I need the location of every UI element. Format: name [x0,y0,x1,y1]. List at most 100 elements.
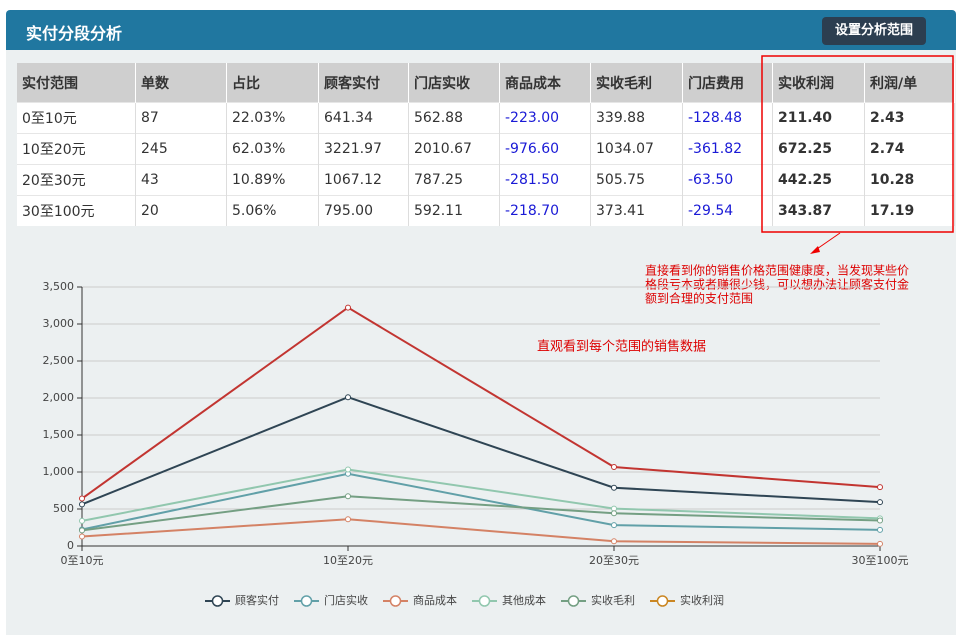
point [345,466,351,473]
table-cell: 22.03% [226,102,319,134]
point [877,540,883,547]
table-cell: -128.48 [682,102,773,134]
table-cell: -218.70 [499,195,591,226]
series-line [81,396,881,506]
legend-label: 实收毛利 [591,593,635,607]
table-cell: 87 [135,102,227,134]
y-tick-label: 3,000 [43,317,75,330]
column-header: 门店实收 [408,63,500,103]
y-tick-label: 2,000 [43,391,75,404]
column-header: 商品成本 [499,63,591,103]
table-cell: 10至20元 [17,133,136,165]
point [79,495,85,502]
table-cell: 5.06% [226,195,319,226]
table-row: 30至100元 20 5.06% 795.00 592.11 -218.70 373.41-… [17,195,955,226]
x-tick-label: 20至30元 [589,554,639,567]
legend-symbol [211,595,224,607]
column-header: 门店费用 [682,63,773,103]
table-row: 20至30元 43 10.89% 1067.12 787.25 -281.50 505.75… [17,164,955,196]
table-cell: 62.03% [226,133,319,165]
table-cell: 20 [135,195,227,226]
header-bar: 实付分段分析 设置分析范围 [6,10,956,50]
table-cell: -63.50 [682,164,773,196]
point [877,499,883,506]
table-cell: 373.41 [590,195,683,226]
table-cell: 672.25 [772,133,865,165]
table-cell: 795.00 [318,195,409,226]
note-text: 直接看到你的销售价格范围健康度，当发现某些价 [645,263,909,278]
column-header: 实付范围 [17,63,136,103]
table-cell: 592.11 [408,195,500,226]
table-cell: 562.88 [408,102,500,134]
y-tick-label: 1,500 [43,428,75,441]
column-header: 单数 [135,63,227,103]
point [79,501,85,508]
table-cell: 211.40 [772,102,865,134]
x-tick-label: 10至20元 [323,554,373,567]
y-tick-label: 0 [67,539,74,552]
table-cell: 10.28 [864,164,955,196]
table-cell: 245 [135,133,227,165]
point [79,533,85,540]
y-tick-label: 2,500 [43,354,75,367]
table-cell: 1034.07 [590,133,683,165]
column-header: 实收毛利 [590,63,683,103]
point [877,526,883,533]
series-line [81,472,881,531]
table-cell: 343.87 [772,195,865,226]
point [611,464,617,471]
legend-symbol [389,595,402,607]
column-header: 利润/单 [864,63,955,103]
column-header: 实收利润 [772,63,865,103]
table-cell: 3221.97 [318,133,409,165]
note-text: 格段亏本或者赚很少钱，可以想办法让顾客支付金 [645,277,909,292]
table-cell: 10.89% [226,164,319,196]
point [611,522,617,529]
table-cell: 17.19 [864,195,955,226]
table-cell: 787.25 [408,164,500,196]
table-cell: -361.82 [682,133,773,165]
point [345,394,351,401]
table-cell: 641.34 [318,102,409,134]
table-cell: 43 [135,164,227,196]
legend-symbol [300,595,313,607]
point [345,304,351,311]
note-text: 额到合理的支付范围 [645,291,753,306]
series-line [81,468,881,522]
column-header: 顾客实付 [318,63,409,103]
table-cell: 339.88 [590,102,683,134]
point [345,516,351,523]
table-cell: 2.43 [864,102,955,134]
y-tick-label: 500 [53,502,74,515]
legend-symbol [656,595,669,607]
table-cell: 2010.67 [408,133,500,165]
arrow-head [810,246,820,254]
chart-annotation: 直观看到每个范围的销售数据 [537,339,706,355]
series-line [81,518,881,545]
series-line [81,495,881,532]
point [611,538,617,545]
highlight-box [761,55,954,233]
legend-symbol [478,595,491,607]
y-tick-label: 1,000 [43,465,75,478]
point [345,493,351,500]
table-row: 0至10元 87 22.03% 641.34 562.88 -223.00 339.88 -1… [17,102,955,134]
point [877,484,883,491]
y-tick-label: 3,500 [43,280,75,293]
table-cell: -29.54 [682,195,773,226]
x-tick-label: 0至10元 [61,554,104,567]
legend-label: 商品成本 [413,593,457,607]
table-cell: -281.50 [499,164,591,196]
point [611,484,617,491]
legend-label: 顾客实付 [235,593,279,607]
range-button[interactable]: 设置分析范围 [822,17,926,45]
table-cell: 20至30元 [17,164,136,196]
table-cell: -976.60 [499,133,591,165]
x-tick-label: 30至100元 [852,554,909,567]
point [79,527,85,534]
legend-symbol [567,595,580,607]
table-row: 10至20元 245 62.03% 3221.97 2010.67 -976.60 1034… [17,133,955,165]
series-line [81,306,881,500]
